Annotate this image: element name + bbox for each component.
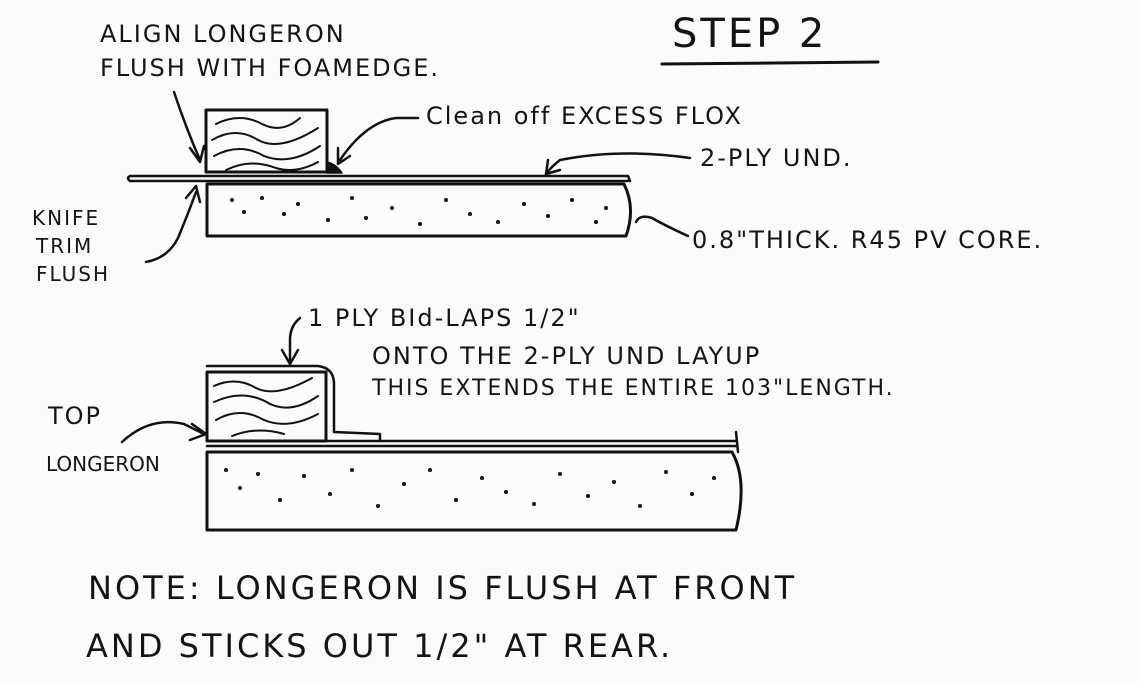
top-foam-core [205, 182, 632, 238]
longeron-label: LONGERON [46, 452, 160, 476]
flox-leader-arrow [336, 146, 352, 166]
und-label: 2-PLY UND. [700, 144, 853, 172]
top-longeron-leader [120, 420, 206, 444]
align-leader-arrow [188, 144, 206, 164]
top-longeron [204, 108, 329, 174]
title-underline [660, 60, 880, 66]
bottom-bid-lap [205, 364, 382, 443]
core-label: 0.8"THICK. R45 PV CORE. [692, 226, 1044, 254]
und-leader [544, 152, 692, 176]
knife-label-line3: FLUSH [36, 262, 111, 286]
top-foam-speckles [230, 196, 608, 226]
knife-label-line1: KNIFE [32, 206, 101, 230]
align-leader [172, 90, 202, 162]
bid-label-line2: ONTO THE 2-PLY UND LAYUP [372, 342, 762, 370]
align-label-line2: FLUSH WITH FOAMEDGE. [100, 54, 441, 82]
top-und-skin [126, 174, 632, 183]
bottom-foam-core [205, 450, 743, 532]
core-leader [634, 215, 690, 238]
note-line2: AND STICKS OUT 1/2" AT REAR. [86, 627, 674, 665]
note-line1: NOTE: LONGERON IS FLUSH AT FRONT [88, 569, 798, 607]
bottom-longeron [205, 370, 328, 443]
flox-label: Clean off EXCESS FLOX [426, 102, 743, 130]
top-label: TOP [48, 402, 103, 430]
bid-label-line1: 1 PLY BId-LAPS 1/2" [308, 304, 581, 332]
top-longeron-wood-grain [211, 117, 321, 171]
page-title: STEP 2 [672, 11, 828, 57]
und-leader-arrow [544, 158, 562, 176]
bottom-foam-speckles [224, 468, 716, 508]
bottom-longeron-wood-grain [213, 377, 319, 437]
bid-leader-arrow [280, 348, 300, 366]
knife-leader [144, 190, 198, 264]
align-label-line1: ALIGN LONGERON [100, 20, 346, 48]
bid-label-line3: THIS EXTENDS THE ENTIRE 103"LENGTH. [372, 376, 895, 401]
top-flox-fillet [326, 161, 343, 174]
knife-leader-arrow [184, 184, 202, 204]
bid-leader [288, 316, 302, 362]
top-longeron-leader-arrow [188, 422, 208, 442]
knife-label-line2: TRIM [36, 234, 94, 258]
flox-leader [338, 116, 420, 162]
